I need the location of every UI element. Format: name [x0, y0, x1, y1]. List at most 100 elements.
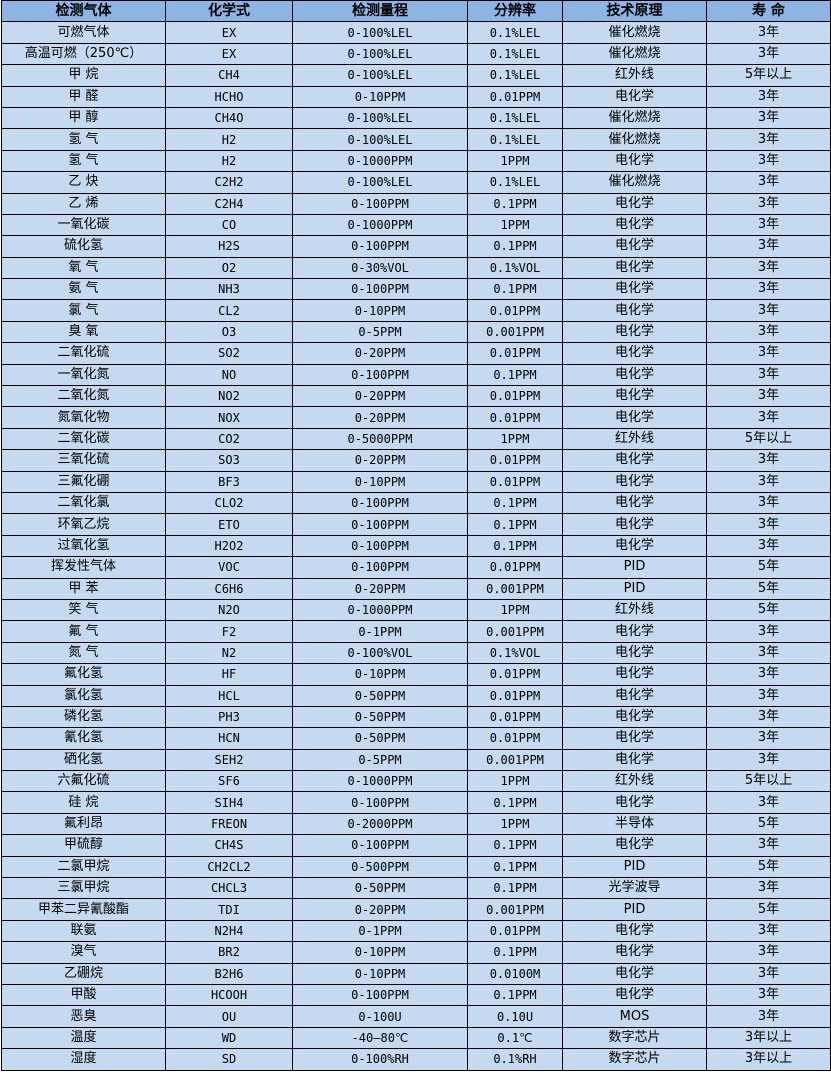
cell-resolution: 0.01PPM [467, 727, 563, 750]
cell-principle: 电化学 [562, 641, 707, 665]
cell-formula: SO2 [165, 342, 293, 365]
cell-resolution: 0.001PPM [467, 898, 563, 921]
cell-range: 0-100%RH [292, 1048, 468, 1071]
cell-formula: NO [165, 363, 293, 387]
cell-gas-name: 硅 烷 [1, 791, 166, 814]
cell-lifetime: 3年 [706, 106, 831, 130]
cell-gas-name: 三氧化硫 [1, 449, 166, 472]
cell-range: 0-100PPM [292, 983, 468, 1007]
cell-principle: 电化学 [562, 406, 707, 429]
cell-principle: 电化学 [562, 513, 707, 536]
cell-principle: 电化学 [562, 278, 707, 301]
cell-range: -40—80℃ [292, 1026, 468, 1050]
table-row: 乙 烯 C2H4 0-100PPM 0.1PPM 电化学 3年 [1, 192, 831, 215]
table-row: 甲硫醇 CH4S 0-100PPM 0.1PPM 电化学 3年 [1, 834, 831, 857]
cell-gas-name: 氢 气 [1, 128, 166, 151]
cell-resolution: 0.1%LEL [467, 128, 563, 151]
cell-lifetime: 3年以上 [706, 1026, 831, 1050]
cell-gas-name: 氢 气 [1, 149, 166, 173]
cell-lifetime: 3年 [706, 85, 831, 108]
cell-formula: SEH2 [165, 748, 293, 772]
cell-range: 0-100PPM [292, 791, 468, 814]
table-row: 甲酸 HCOOH 0-100PPM 0.1PPM 电化学 3年 [1, 983, 831, 1007]
cell-lifetime: 3年 [706, 21, 831, 44]
cell-resolution: 0.01PPM [467, 85, 563, 108]
cell-formula: CLO2 [165, 491, 293, 515]
table-row: 硅 烷 SIH4 0-100PPM 0.1PPM 电化学 3年 [1, 791, 831, 814]
cell-lifetime: 3年 [706, 491, 831, 515]
cell-gas-name: 硒化氢 [1, 748, 166, 772]
cell-lifetime: 3年 [706, 256, 831, 280]
table-row: 氨 气 NH3 0-100PPM 0.1PPM 电化学 3年 [1, 278, 831, 301]
cell-resolution: 0.1PPM [467, 235, 563, 258]
cell-principle: PID [562, 855, 707, 879]
cell-lifetime: 3年以上 [706, 1048, 831, 1071]
table-row: 高温可燃（250℃） EX 0-100%LEL 0.1%LEL 催化燃烧 3年 [1, 42, 831, 66]
cell-formula: CHCL3 [165, 877, 293, 900]
cell-principle: 催化燃烧 [562, 171, 707, 194]
cell-formula: PH3 [165, 705, 293, 729]
cell-lifetime: 3年 [706, 877, 831, 900]
cell-lifetime: 3年 [706, 513, 831, 536]
cell-lifetime: 3年 [706, 192, 831, 215]
cell-formula: CH2CL2 [165, 855, 293, 879]
cell-principle: 电化学 [562, 962, 707, 985]
cell-formula: BR2 [165, 941, 293, 964]
cell-range: 0-100%LEL [292, 128, 468, 151]
cell-formula: HF [165, 663, 293, 686]
cell-resolution: 0.1PPM [467, 791, 563, 814]
cell-resolution: 0.01PPM [467, 470, 563, 493]
cell-gas-name: 甲酸 [1, 983, 166, 1007]
cell-lifetime: 3年 [706, 748, 831, 772]
table-row: 联氨 N2H4 0-1PPM 0.01PPM 电化学 3年 [1, 919, 831, 943]
cell-range: 0-100PPM [292, 235, 468, 258]
cell-resolution: 0.1%LEL [467, 42, 563, 66]
cell-lifetime: 3年 [706, 1005, 831, 1028]
cell-range: 0-50PPM [292, 705, 468, 729]
cell-resolution: 0.001PPM [467, 320, 563, 344]
cell-resolution: 0.01PPM [467, 684, 563, 707]
cell-principle: 电化学 [562, 941, 707, 964]
cell-principle: 红外线 [562, 64, 707, 87]
cell-resolution: 0.1%VOL [467, 256, 563, 280]
cell-formula: O2 [165, 256, 293, 280]
cell-gas-name: 联氨 [1, 919, 166, 943]
cell-principle: 电化学 [562, 192, 707, 215]
cell-resolution: 0.1%RH [467, 1048, 563, 1071]
table-row: 氟化氢 HF 0-10PPM 0.01PPM 电化学 3年 [1, 663, 831, 686]
cell-resolution: 0.1PPM [467, 941, 563, 964]
cell-formula: CL2 [165, 299, 293, 322]
cell-formula: HCHO [165, 85, 293, 108]
cell-principle: 光学波导 [562, 877, 707, 900]
cell-formula: EX [165, 42, 293, 66]
cell-gas-name: 乙硼烷 [1, 962, 166, 985]
cell-range: 0-100%LEL [292, 42, 468, 66]
cell-range: 0-10PPM [292, 962, 468, 985]
cell-gas-name: 氮氧化物 [1, 406, 166, 429]
cell-gas-name: 溴气 [1, 941, 166, 964]
table-row: 氟利昂 FREON 0-2000PPM 1PPM 半导体 5年 [1, 812, 831, 836]
table-row: 氰化氢 HCN 0-50PPM 0.01PPM 电化学 3年 [1, 727, 831, 750]
cell-range: 0-50PPM [292, 877, 468, 900]
cell-formula: NOX [165, 406, 293, 429]
table-row: 环氧乙烷 ETO 0-100PPM 0.1PPM 电化学 3年 [1, 513, 831, 536]
cell-resolution: 0.01PPM [467, 385, 563, 408]
cell-lifetime: 3年 [706, 727, 831, 750]
table-row: 甲苯二异氰酸酯 TDI 0-20PPM 0.001PPM PID 5年 [1, 898, 831, 921]
cell-principle: 半导体 [562, 812, 707, 836]
cell-range: 0-100%LEL [292, 171, 468, 194]
cell-formula: CO2 [165, 427, 293, 451]
cell-lifetime: 3年 [706, 406, 831, 429]
cell-formula: OU [165, 1005, 293, 1028]
cell-range: 0-100%LEL [292, 106, 468, 130]
table-row: 一氧化碳 CO 0-1000PPM 1PPM 电化学 3年 [1, 213, 831, 237]
table-row: 溴气 BR2 0-10PPM 0.1PPM 电化学 3年 [1, 941, 831, 964]
table-row: 臭 氧 O3 0-5PPM 0.001PPM 电化学 3年 [1, 320, 831, 344]
cell-lifetime: 3年 [706, 342, 831, 365]
cell-formula: HCL [165, 684, 293, 707]
cell-resolution: 0.01PPM [467, 705, 563, 729]
cell-gas-name: 笑 气 [1, 598, 166, 622]
cell-formula: ETO [165, 513, 293, 536]
cell-resolution: 0.1PPM [467, 192, 563, 215]
cell-range: 0-20PPM [292, 406, 468, 429]
